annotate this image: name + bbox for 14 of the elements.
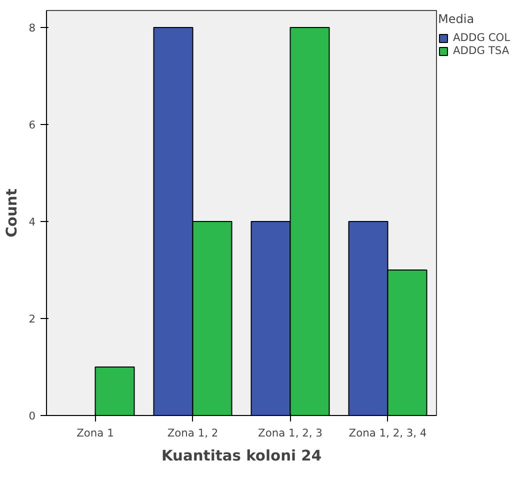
x-tick-label: Zona 1, 2, 3: [258, 426, 322, 440]
x-tick-label: Zona 1: [76, 426, 114, 440]
legend-label: ADDG TSA: [453, 44, 510, 57]
y-tick-label: 2: [28, 312, 36, 326]
y-tick-label: 8: [28, 21, 36, 34]
legend-title: Media: [438, 12, 476, 26]
y-tick-label: 0: [28, 410, 36, 422]
y-tick-label: 4: [28, 215, 36, 228]
y-tick-label: 6: [28, 118, 36, 132]
x-tick-label: Zona 1, 2, 3, 4: [348, 426, 427, 440]
x-axis-title: Kuantitas koloni 24: [161, 448, 322, 464]
legend-label: ADDG COL: [453, 31, 510, 44]
x-tick-label: Zona 1, 2: [167, 426, 218, 440]
y-axis-title: Count: [4, 188, 21, 238]
